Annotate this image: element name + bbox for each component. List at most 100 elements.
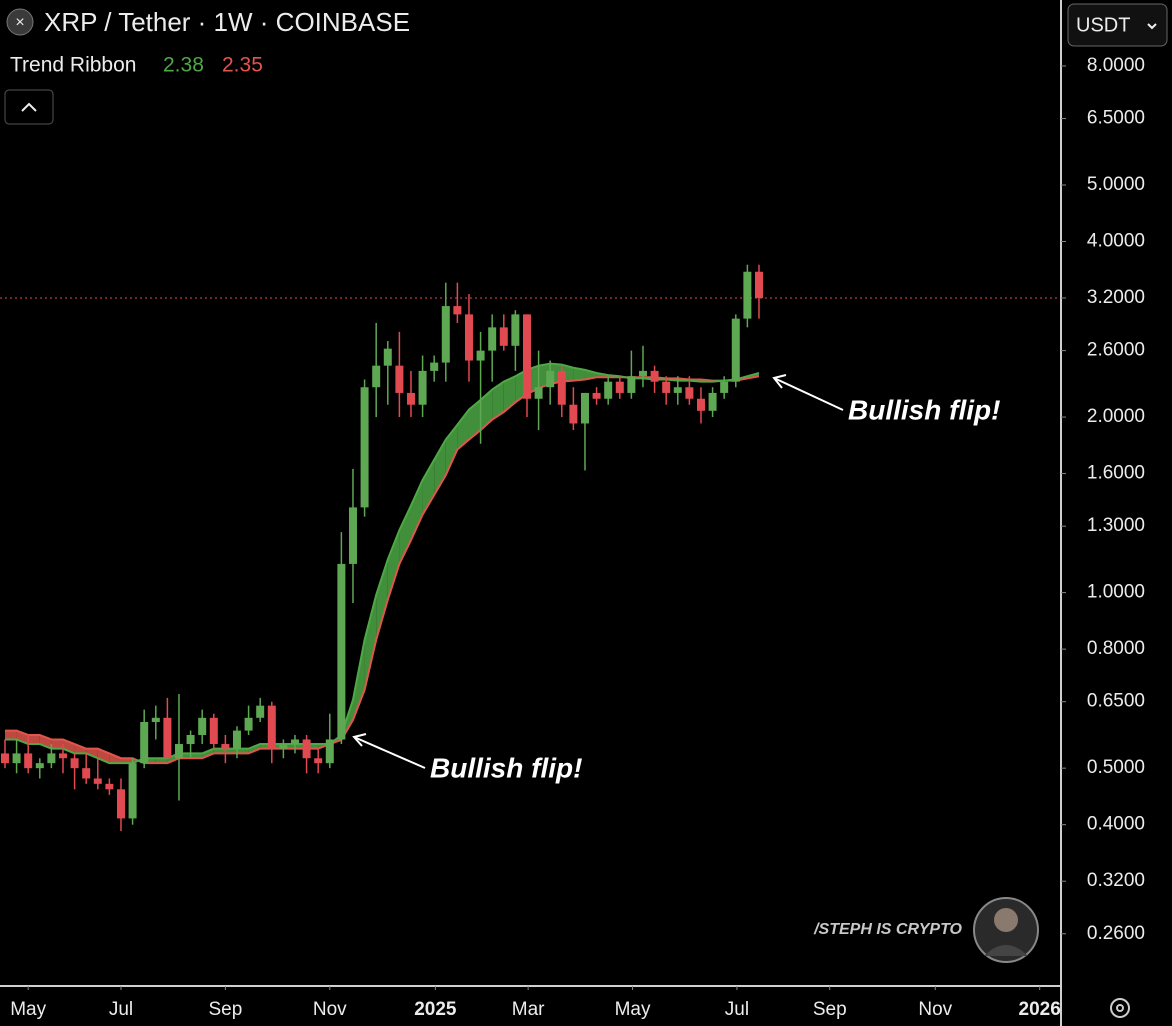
annotation-arrow [773,377,844,411]
close-icon[interactable]: × [15,14,24,31]
candle-body [198,717,207,735]
x-tick-label: 2025 [414,999,457,1020]
x-tick-label: May [615,999,651,1020]
candle-body [105,783,114,790]
candle-body [140,721,149,764]
y-tick-label: 8.0000 [1087,55,1145,76]
candle-body [696,398,705,411]
ribbon-fill [190,753,203,759]
y-tick-label: 1.3000 [1087,515,1145,536]
candle-body [569,404,578,424]
ribbon-fill [399,505,411,564]
y-tick-label: 6.5000 [1087,108,1145,129]
candle-body [546,370,555,388]
candle-body [163,717,172,759]
y-tick-label: 0.5000 [1087,757,1145,778]
candle-body [372,365,381,388]
currency-button[interactable] [1067,3,1168,47]
candle-body [557,370,566,405]
ribbon-fill [480,389,493,431]
y-tick-label: 0.6500 [1087,691,1145,712]
collapse-icon[interactable] [21,102,37,112]
candle-body [244,717,253,731]
candle-body [534,387,543,399]
annotation-arrow [772,374,787,389]
ribbon-fill [468,399,481,440]
x-tick-label: Sep [208,999,242,1020]
ribbon-fill [492,381,504,420]
candle-body [430,362,439,371]
candle-body [93,778,102,784]
chart-title: XRP / Tether · 1W · COINBASE [44,7,410,37]
ribbon-fill [364,594,377,690]
ribbon-fill [434,439,446,496]
ribbon-fill [422,459,435,515]
candle-body [256,705,265,718]
symbol-icon[interactable] [6,8,34,36]
y-tick-label: 4.0000 [1087,231,1145,252]
ribbon-fill [202,748,214,759]
ribbon-fill [109,753,121,764]
y-tick-label: 1.6000 [1087,463,1145,484]
ribbon-fill [248,744,261,754]
ribbon-fill [457,409,469,450]
candle-body [290,739,299,745]
collapse-button[interactable] [4,89,54,125]
candle-body [47,753,56,764]
candle-body [314,758,323,764]
candle-body [325,739,334,764]
candle-body [406,392,415,405]
x-tick-label: Nov [313,999,347,1020]
candle-body [662,381,671,393]
currency-label[interactable]: USDT [1076,14,1130,36]
ribbon-fill [155,758,168,764]
candle-body [731,318,740,382]
y-tick-label: 2.6000 [1087,340,1145,361]
ribbon-fill [410,479,423,541]
y-tick-label: 0.3200 [1087,870,1145,891]
candle-body [615,381,624,393]
candle-body [337,563,346,740]
ribbon-fill [387,530,400,600]
y-tick-label: 0.8000 [1087,638,1145,659]
candle-body [650,370,659,382]
ribbon-fill [4,730,17,740]
candle-body [0,753,9,764]
candle-body [720,381,729,393]
dropdown-icon[interactable] [1147,23,1157,30]
candle-body [464,314,473,361]
settings-icon[interactable] [1116,1004,1124,1012]
y-tick-label: 3.2000 [1087,287,1145,308]
candle-body [383,348,392,366]
candle-body [151,717,160,722]
candle-body [35,763,44,769]
candle-body [522,314,531,399]
candle-body [754,271,763,299]
candle-body [279,744,288,749]
candle-body [24,753,33,769]
candle-body [604,381,613,399]
settings-icon[interactable] [1110,998,1130,1018]
avatar [994,908,1018,932]
candle-body [511,314,520,346]
indicator-value: 2.38 [163,54,204,77]
ribbon-fill [120,758,133,764]
indicator-value: 2.35 [222,54,263,77]
candle-body [580,392,589,424]
annotation-arrow [352,733,367,747]
ribbon-fill [236,748,249,754]
candle-body [12,753,21,764]
candle-body [82,768,91,779]
ribbon-fill [573,367,585,381]
candle-body [476,350,485,361]
candle-body [128,763,137,819]
ribbon-fill [503,376,516,413]
ribbon-fill [225,748,237,754]
plot-area [0,264,1060,832]
indicator-name: Trend Ribbon [10,54,136,77]
ribbon-fill [28,734,40,745]
candle-body [743,271,752,319]
y-tick-label: 2.0000 [1087,406,1145,427]
candle-body [673,387,682,393]
